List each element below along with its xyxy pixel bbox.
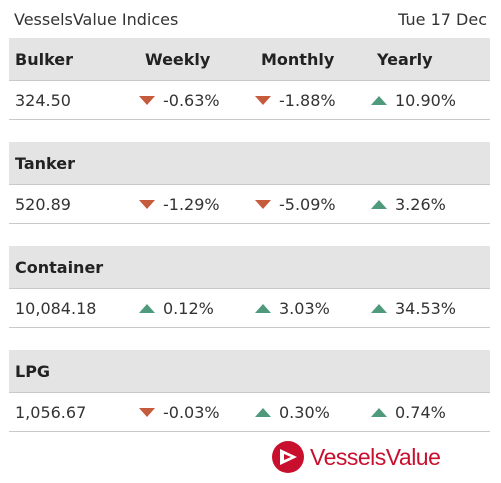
weekly-change-text: 0.12% [163,298,214,318]
index-header-row: Bulker Weekly Monthly Yearly [9,38,490,81]
index-block-lpg: LPG 1,056.67 -0.03% 0.30% 0.74% [9,350,490,432]
monthly-change: -5.09% [255,195,371,214]
weekly-change: -0.63% [139,91,255,110]
index-header-row: Container [9,246,490,289]
yearly-change: 3.26% [371,195,490,214]
index-block-bulker: Bulker Weekly Monthly Yearly 324.50 -0.6… [9,38,490,120]
weekly-change-text: -0.03% [163,402,220,422]
vesselsvalue-logo-icon [272,441,304,473]
widget-header: VesselsValue Indices Tue 17 Dec [14,6,487,32]
index-value-row: 324.50 -0.63% -1.88% 10.90% [9,81,490,120]
index-header-row: LPG [9,350,490,393]
index-value: 324.50 [15,90,71,110]
index-value: 520.89 [15,194,71,214]
monthly-change-text: -5.09% [279,194,336,214]
down-triangle-icon [139,95,155,105]
yearly-change-text: 0.74% [395,402,446,422]
monthly-change: 3.03% [255,299,371,318]
down-triangle-icon [255,95,271,105]
up-triangle-icon [371,303,387,313]
column-yearly-label: Yearly [377,49,433,69]
index-value-row: 520.89 -1.29% -5.09% 3.26% [9,185,490,224]
brand-name: VesselsValue [310,443,441,470]
index-name: LPG [15,361,51,381]
weekly-change-text: -1.29% [163,194,220,214]
monthly-change-text: -1.88% [279,90,336,110]
index-value: 1,056.67 [15,402,87,422]
index-header-row: Tanker [9,142,490,185]
weekly-change: -1.29% [139,195,255,214]
down-triangle-icon [255,199,271,209]
index-name: Bulker [15,49,74,69]
widget-date: Tue 17 Dec [398,9,487,29]
yearly-change: 34.53% [371,299,490,318]
index-value-row: 1,056.67 -0.03% 0.30% 0.74% [9,393,490,432]
yearly-change-text: 34.53% [395,298,457,318]
column-monthly-label: Monthly [261,49,335,69]
index-name: Tanker [15,153,75,173]
yearly-change-text: 3.26% [395,194,446,214]
monthly-change-text: 0.30% [279,402,330,422]
vesselsvalue-logo-link[interactable]: VesselsValue [272,441,441,473]
up-triangle-icon [371,95,387,105]
index-block-tanker: Tanker 520.89 -1.29% -5.09% 3.26% [9,142,490,224]
up-triangle-icon [371,407,387,417]
up-triangle-icon [255,407,271,417]
up-triangle-icon [255,303,271,313]
weekly-change: 0.12% [139,299,255,318]
widget-title: VesselsValue Indices [14,9,179,29]
index-value-row: 10,084.18 0.12% 3.03% 34.53% [9,289,490,328]
index-name: Container [15,257,104,277]
up-triangle-icon [371,199,387,209]
yearly-change: 0.74% [371,403,490,422]
down-triangle-icon [139,199,155,209]
yearly-change-text: 10.90% [395,90,457,110]
index-value: 10,084.18 [15,298,97,318]
down-triangle-icon [139,407,155,417]
monthly-change-text: 3.03% [279,298,330,318]
up-triangle-icon [139,303,155,313]
yearly-change: 10.90% [371,91,490,110]
weekly-change: -0.03% [139,403,255,422]
monthly-change: -1.88% [255,91,371,110]
weekly-change-text: -0.63% [163,90,220,110]
column-weekly-label: Weekly [145,49,211,69]
monthly-change: 0.30% [255,403,371,422]
index-block-container: Container 10,084.18 0.12% 3.03% 34.53% [9,246,490,328]
